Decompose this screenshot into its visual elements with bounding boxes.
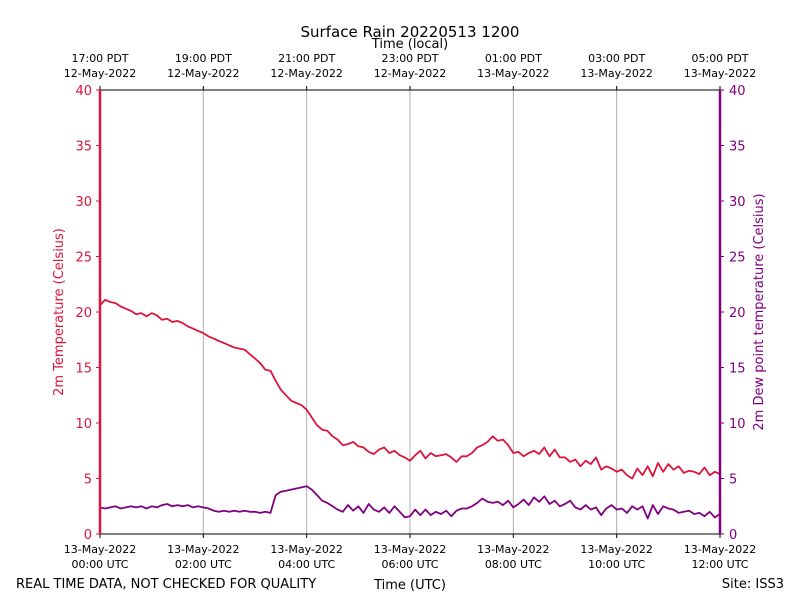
- bottom-tick-label-time: 04:00 UTC: [278, 558, 335, 571]
- top-axis-label: Time (local): [371, 37, 448, 52]
- bottom-tick-label-date: 13-May-2022: [374, 543, 446, 556]
- right-tick-label: 20: [729, 306, 746, 321]
- top-tick-label-time: 05:00 PDT: [691, 52, 748, 65]
- right-tick-label: 15: [729, 362, 746, 377]
- bottom-tick-label-date: 13-May-2022: [477, 543, 549, 556]
- chart-title: Surface Rain 20220513 1200: [301, 23, 520, 41]
- top-tick-label-time: 01:00 PDT: [485, 52, 542, 65]
- dewpoint-line: [99, 485, 721, 520]
- left-tick-label: 30: [75, 195, 92, 210]
- bottom-tick-label-time: 06:00 UTC: [381, 558, 438, 571]
- right-y-axis-label: 2m Dew point temperature (Celsius): [752, 193, 767, 430]
- bottom-x-ticks: 13-May-2022 00:00 UTC 13-May-2022 02:00 UTC…: [64, 534, 756, 571]
- top-tick-label-date: 12-May-2022: [374, 67, 446, 80]
- left-y-axis-label: 2m Temperature (Celsius): [52, 228, 67, 396]
- bottom-tick-label-time: 02:00 UTC: [175, 558, 232, 571]
- bottom-tick-label-time: 08:00 UTC: [485, 558, 542, 571]
- top-tick-label-time: 03:00 PDT: [588, 52, 645, 65]
- top-tick-label-time: 23:00 PDT: [381, 52, 438, 65]
- bottom-tick-label-time: 10:00 UTC: [588, 558, 645, 571]
- site-label: Site: ISS3: [722, 577, 784, 592]
- left-tick-label: 10: [75, 417, 92, 432]
- left-tick-label: 0: [84, 528, 92, 543]
- left-tick-label: 15: [75, 362, 92, 377]
- right-tick-label: 0: [729, 528, 737, 543]
- right-tick-label: 5: [729, 473, 737, 488]
- right-tick-label: 35: [729, 140, 746, 155]
- left-y-ticks: 0 5 10 15 20 25 30 35 40: [75, 84, 100, 543]
- right-y-ticks: 0 5 10 15 20 25 30 35 40: [720, 84, 746, 543]
- bottom-tick-label-time: 00:00 UTC: [71, 558, 128, 571]
- top-tick-label-time: 17:00 PDT: [71, 52, 128, 65]
- left-tick-label: 25: [75, 251, 92, 266]
- right-tick-label: 30: [729, 195, 746, 210]
- right-tick-label: 10: [729, 417, 746, 432]
- temperature-line: [99, 298, 721, 480]
- top-tick-label-date: 13-May-2022: [477, 67, 549, 80]
- left-tick-label: 5: [84, 473, 92, 488]
- right-tick-label: 40: [729, 84, 746, 99]
- top-tick-label-date: 12-May-2022: [64, 67, 136, 80]
- bottom-tick-label-date: 13-May-2022: [270, 543, 342, 556]
- quality-disclaimer: REAL TIME DATA, NOT CHECKED FOR QUALITY: [16, 577, 316, 592]
- right-tick-label: 25: [729, 251, 746, 266]
- top-tick-label-date: 13-May-2022: [684, 67, 756, 80]
- bottom-tick-label-date: 13-May-2022: [64, 543, 136, 556]
- top-tick-label-date: 12-May-2022: [270, 67, 342, 80]
- bottom-tick-label-date: 13-May-2022: [580, 543, 652, 556]
- top-tick-label-time: 21:00 PDT: [278, 52, 335, 65]
- left-tick-label: 40: [75, 84, 92, 99]
- bottom-tick-label-time: 12:00 UTC: [691, 558, 748, 571]
- top-tick-label-time: 19:00 PDT: [175, 52, 232, 65]
- left-tick-label: 35: [75, 140, 92, 155]
- x-axis-label: Time (UTC): [373, 578, 446, 593]
- series-layer: [99, 298, 721, 520]
- top-x-ticks: 17:00 PDT 12-May-2022 19:00 PDT 12-May-2022…: [64, 52, 756, 90]
- top-tick-label-date: 12-May-2022: [167, 67, 239, 80]
- left-tick-label: 20: [75, 306, 92, 321]
- bottom-tick-label-date: 13-May-2022: [167, 543, 239, 556]
- top-tick-label-date: 13-May-2022: [580, 67, 652, 80]
- bottom-tick-label-date: 13-May-2022: [684, 543, 756, 556]
